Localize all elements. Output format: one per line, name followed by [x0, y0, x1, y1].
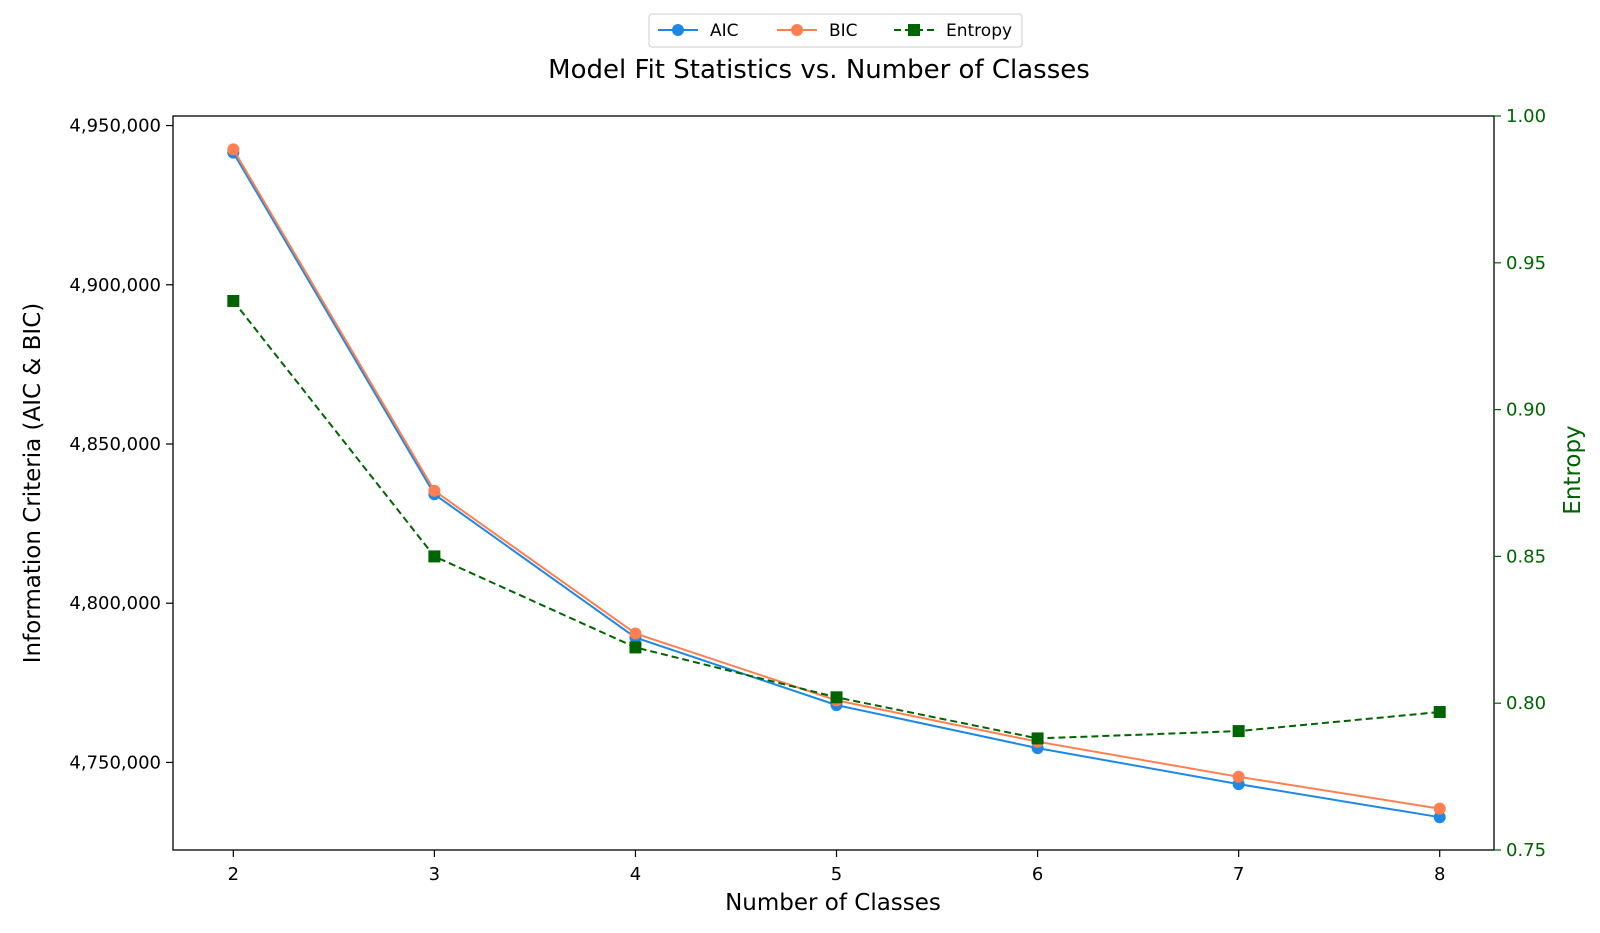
- data-point-bic: [1232, 770, 1245, 783]
- x-tick-label: 5: [831, 864, 842, 885]
- data-point-entropy: [629, 641, 642, 654]
- data-point-entropy: [1031, 732, 1044, 745]
- y-right-tick-label: 0.80: [1506, 693, 1546, 714]
- data-point-bic: [1433, 802, 1446, 815]
- data-point-bic: [227, 143, 240, 156]
- legend-label-aic: AIC: [710, 21, 739, 41]
- y-left-tick-label: 4,800,000: [69, 593, 161, 614]
- data-point-aic: [1433, 811, 1446, 824]
- legend-label-bic: BIC: [829, 21, 858, 41]
- data-point-entropy: [1232, 725, 1245, 738]
- series-line-aic: [232, 152, 1440, 819]
- x-tick-label: 3: [429, 864, 440, 885]
- y-right-tick-label: 0.75: [1506, 840, 1546, 861]
- y-axis-right-label: Entropy: [1560, 425, 1586, 514]
- y-right-tick-label: 0.95: [1506, 253, 1546, 274]
- y-left-tick-label: 4,950,000: [69, 116, 161, 137]
- y-left-tick-label: 4,850,000: [69, 434, 161, 455]
- x-tick-label: 7: [1233, 864, 1244, 885]
- y-right-tick-label: 0.85: [1506, 546, 1546, 567]
- series-line-entropy: [232, 300, 1440, 740]
- chart-title: Model Fit Statistics vs. Number of Class…: [548, 55, 1090, 85]
- legend: AIC BIC Entropy: [648, 13, 1023, 48]
- y-right-tick-label: 0.90: [1506, 400, 1546, 421]
- legend-marker-entropy: [908, 24, 920, 36]
- data-point-entropy: [830, 691, 843, 704]
- plot-frame: [172, 115, 1495, 851]
- y-left-tick-label: 4,750,000: [69, 752, 161, 773]
- y-right-tick-label: 1.00: [1506, 106, 1546, 127]
- legend-label-entropy: Entropy: [946, 21, 1012, 41]
- x-tick-label: 2: [228, 864, 239, 885]
- legend-marker-bic: [791, 24, 803, 36]
- data-point-entropy: [227, 294, 240, 307]
- x-tick-label: 6: [1032, 864, 1043, 885]
- y-left-tick-label: 4,900,000: [69, 275, 161, 296]
- data-point-bic: [428, 484, 441, 497]
- x-tick-label: 4: [630, 864, 641, 885]
- legend-frame: [648, 13, 1023, 48]
- x-axis-label: Number of Classes: [725, 890, 941, 916]
- data-point-entropy: [1433, 706, 1446, 719]
- legend-marker-aic: [672, 24, 684, 36]
- data-point-entropy: [428, 550, 441, 563]
- data-point-bic: [629, 627, 642, 640]
- y-axis-left-label: Information Criteria (AIC & BIC): [20, 303, 46, 663]
- x-tick-label: 8: [1434, 864, 1445, 885]
